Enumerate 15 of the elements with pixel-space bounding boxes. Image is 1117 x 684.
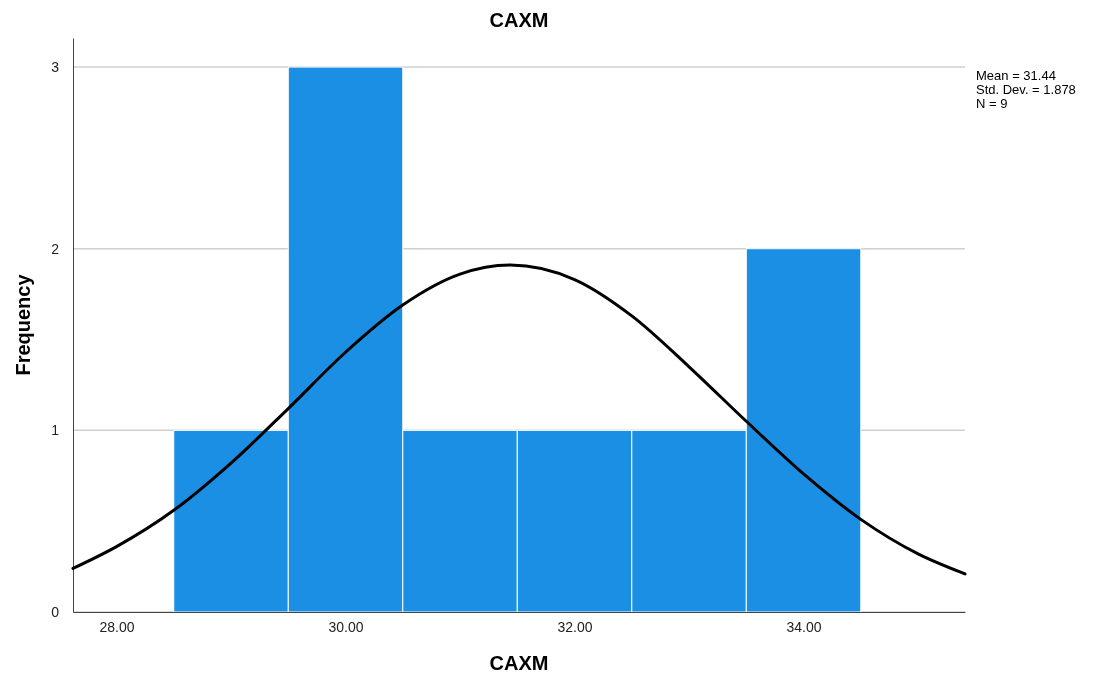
chart-title: CAXM: [489, 9, 549, 31]
x-axis-title: CAXM: [489, 652, 549, 674]
text: Std. Dev. = 1.878: [976, 82, 1076, 97]
x-tick-label: 32.00: [557, 618, 593, 635]
text: N = 9: [976, 96, 1008, 111]
y-tick-label: 1: [51, 422, 60, 439]
y-tick-label: 2: [51, 240, 60, 257]
text: Mean = 31.44: [976, 68, 1056, 83]
x-tick-label: 28.00: [99, 618, 135, 635]
x-tick-label: 30.00: [328, 618, 364, 635]
x-tick-label: 34.00: [786, 618, 822, 635]
y-tick-label: 3: [51, 59, 60, 76]
line-series: [71, 263, 967, 576]
y-axis-title: Frequency: [12, 273, 34, 376]
y-tick-label: 0: [51, 603, 60, 620]
